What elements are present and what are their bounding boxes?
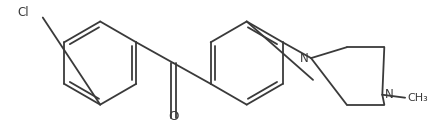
Text: N: N [301,52,309,65]
Text: O: O [168,110,179,124]
Text: CH₃: CH₃ [407,93,428,103]
Text: Cl: Cl [17,6,29,19]
Text: N: N [385,88,394,101]
